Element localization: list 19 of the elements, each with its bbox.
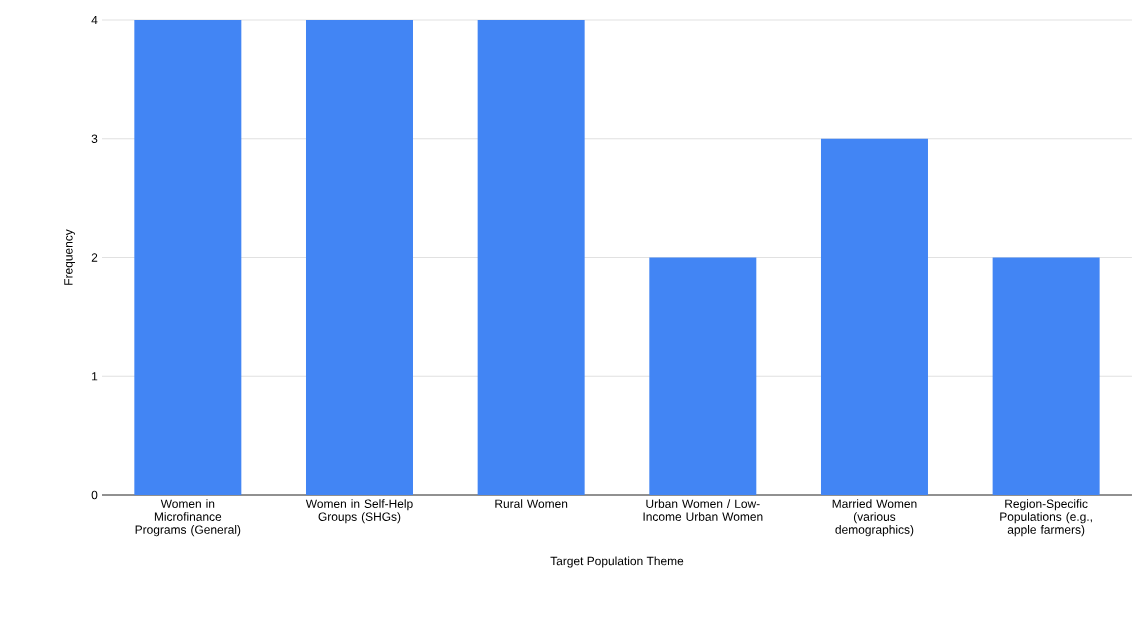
bar (305, 20, 413, 495)
y-tick-label: 0 (91, 490, 98, 500)
bar (820, 138, 928, 495)
bar (477, 20, 585, 495)
y-tick-label: 2 (91, 253, 98, 262)
x-tick-label: Urban Women / Low-Income Urban Women (643, 499, 763, 521)
x-tick-label: Married Women (various demographics) (832, 499, 917, 537)
bar (649, 257, 757, 495)
bar (992, 257, 1100, 495)
y-tick-label: 3 (91, 134, 98, 143)
x-tick-label: Region-Specific Populations (e.g., apple farmers) (1000, 499, 1092, 537)
x-tick-label: Women in Microfinance Programs (General) (135, 499, 241, 537)
y-tick-label: 1 (92, 372, 98, 381)
bar (134, 20, 242, 495)
x-tick-label: Rural Women (495, 499, 568, 508)
y-axis-title: Frequency (64, 229, 75, 285)
x-axis-title: Target Population Theme (550, 556, 684, 568)
y-tick-label: 4 (91, 15, 98, 25)
x-tick-label: Women in Self-Help Groups (SHGs) (305, 499, 413, 524)
